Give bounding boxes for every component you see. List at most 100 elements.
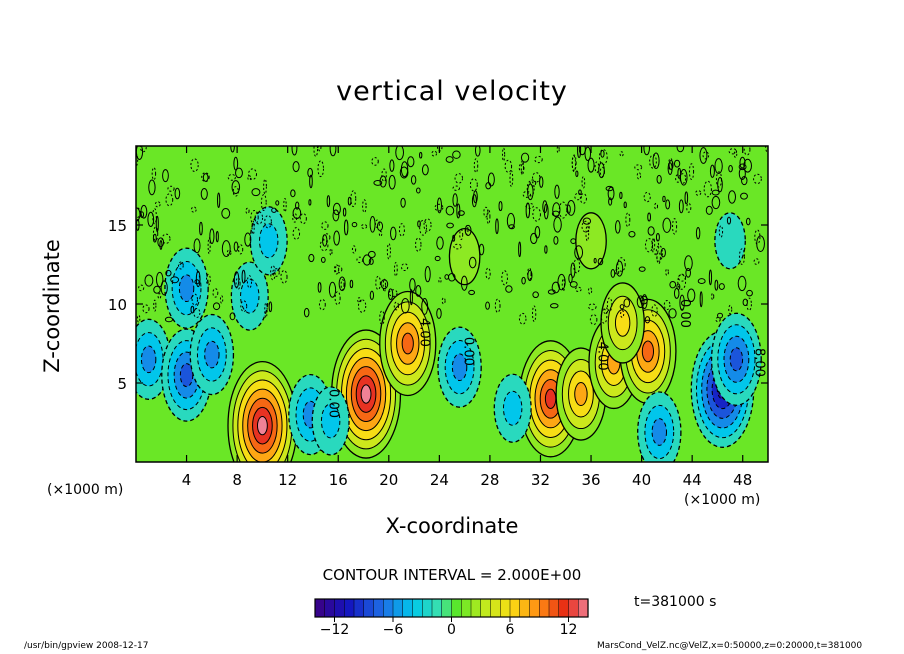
small-contour — [644, 316, 651, 324]
small-contour — [245, 207, 250, 215]
small-contour — [703, 180, 712, 198]
small-contour — [655, 232, 660, 242]
small-contour — [260, 194, 267, 211]
small-contour — [395, 146, 405, 161]
small-contour — [152, 233, 157, 243]
small-contour — [581, 176, 586, 189]
small-contour — [615, 220, 621, 234]
small-contour — [639, 295, 648, 305]
colorbar-segment — [578, 598, 589, 618]
small-contour — [743, 158, 752, 173]
small-contour — [207, 237, 211, 255]
small-contour — [530, 232, 538, 245]
velocity-cell — [136, 318, 171, 400]
small-contour — [684, 255, 693, 272]
small-contour — [662, 195, 666, 203]
small-contour — [486, 208, 491, 225]
colorbar-tick-label: 12 — [559, 622, 578, 638]
small-contour — [351, 245, 357, 254]
small-contour — [328, 281, 337, 298]
small-contour — [159, 240, 163, 250]
small-contour — [473, 158, 479, 173]
small-contour — [578, 146, 586, 156]
velocity-cell — [710, 312, 762, 406]
small-contour — [320, 256, 326, 263]
small-contour — [505, 285, 513, 293]
small-contour — [587, 287, 593, 295]
x-axis-label: X-coordinate — [385, 514, 519, 538]
small-contour — [619, 191, 623, 200]
small-contour — [164, 316, 174, 323]
small-contour — [400, 197, 406, 208]
small-contour — [217, 192, 221, 209]
small-contour — [317, 146, 322, 152]
contour-ring — [641, 340, 655, 363]
small-contour — [373, 180, 383, 186]
contour-ring — [178, 274, 195, 303]
colorbar-segment — [480, 598, 492, 618]
small-contour — [544, 245, 548, 254]
small-contour — [571, 155, 577, 172]
small-contour — [551, 210, 560, 217]
x-tick-label: 40 — [632, 471, 651, 489]
small-contour — [452, 150, 461, 159]
small-contour — [424, 265, 431, 283]
small-contour — [520, 152, 530, 163]
small-contour — [520, 160, 525, 176]
small-contour — [313, 146, 319, 157]
colorbar-segment — [373, 598, 384, 618]
small-contour — [398, 223, 405, 237]
small-contour — [205, 273, 211, 286]
x-tick-label: 16 — [329, 471, 348, 489]
small-contour — [233, 271, 240, 289]
velocity-cell — [227, 361, 298, 462]
colorbar-segment — [529, 598, 540, 618]
small-contour — [501, 147, 506, 162]
small-contour — [669, 280, 677, 289]
colorbar-segment — [461, 598, 472, 618]
small-contour — [603, 307, 609, 315]
colorbar-segment — [334, 598, 345, 618]
small-contour — [673, 159, 681, 168]
x-tick-label: 12 — [278, 471, 297, 489]
colorbar-tick-label: 6 — [505, 622, 515, 638]
small-contour — [589, 314, 598, 325]
contour-ring — [729, 347, 744, 372]
small-contour — [623, 298, 631, 308]
small-contour — [717, 177, 723, 193]
small-contour — [201, 172, 210, 183]
small-contour — [357, 297, 362, 303]
small-contour — [660, 247, 666, 258]
small-contour — [379, 310, 385, 325]
small-contour — [699, 147, 708, 164]
colorbar-segment — [324, 598, 336, 618]
small-contour — [138, 284, 145, 292]
small-contour — [151, 167, 157, 181]
small-contour — [360, 223, 368, 230]
small-contour — [153, 285, 161, 294]
small-contour — [649, 154, 657, 169]
small-contour — [587, 157, 595, 173]
small-contour — [160, 280, 168, 296]
small-scale-contours — [136, 146, 768, 325]
small-contour — [263, 178, 267, 195]
small-contour — [334, 291, 341, 306]
small-contour — [343, 219, 349, 236]
colorbar-segment — [392, 598, 404, 618]
colorbar-segment — [558, 598, 570, 618]
small-contour — [468, 289, 476, 296]
small-contour — [409, 289, 413, 306]
small-contour — [161, 233, 171, 244]
small-contour — [569, 281, 578, 288]
small-contour — [379, 175, 387, 188]
small-contour — [419, 219, 428, 236]
small-contour — [421, 164, 429, 176]
small-contour — [574, 286, 582, 292]
small-contour — [292, 212, 298, 223]
contour-ring — [140, 345, 157, 374]
small-contour — [154, 201, 161, 208]
small-contour — [478, 243, 485, 256]
small-contour — [728, 304, 733, 315]
small-contour — [317, 160, 324, 178]
small-contour — [685, 267, 691, 278]
